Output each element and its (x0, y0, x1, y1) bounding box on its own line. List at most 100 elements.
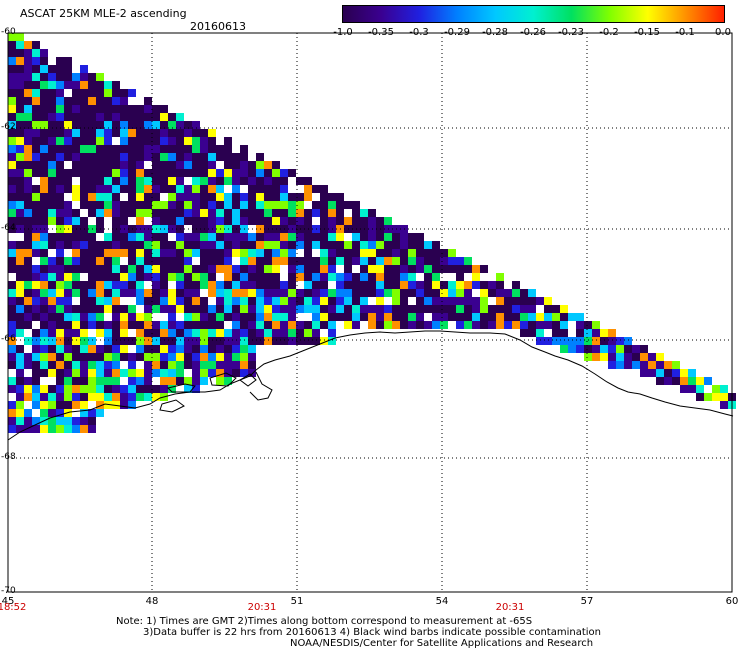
wind-cell (32, 369, 40, 377)
wind-cell (80, 361, 88, 369)
wind-cell (24, 313, 32, 321)
wind-cell (160, 289, 168, 297)
wind-cell (48, 137, 56, 145)
wind-cell (112, 121, 120, 129)
wind-cell (48, 209, 56, 217)
wind-cell (40, 121, 48, 129)
wind-cell (248, 233, 256, 241)
wind-cell (184, 273, 192, 281)
wind-cell (72, 185, 80, 193)
wind-cell (40, 297, 48, 305)
wind-cell (80, 401, 88, 409)
wind-cell (536, 337, 544, 345)
time-label-mid: 20:31 (247, 602, 277, 613)
wind-cell (120, 217, 128, 225)
wind-cell (256, 153, 264, 161)
wind-cell (264, 217, 272, 225)
wind-cell (416, 305, 424, 313)
wind-cell (352, 209, 360, 217)
wind-cell (104, 369, 112, 377)
wind-cell (184, 289, 192, 297)
wind-cell (16, 361, 24, 369)
wind-cell (80, 409, 88, 417)
wind-cell (344, 321, 352, 329)
wind-cell (88, 409, 96, 417)
wind-cell (16, 65, 24, 73)
wind-cell (288, 289, 296, 297)
wind-cell (24, 361, 32, 369)
wind-cell (136, 281, 144, 289)
wind-cell (48, 401, 56, 409)
wind-cell (216, 353, 224, 361)
wind-cell (688, 385, 696, 393)
wind-cell (312, 313, 320, 321)
wind-cell (192, 369, 200, 377)
wind-cell (576, 313, 584, 321)
wind-cell (400, 297, 408, 305)
wind-cell (16, 49, 24, 57)
wind-cell (88, 97, 96, 105)
wind-cell (40, 145, 48, 153)
wind-cell (32, 289, 40, 297)
wind-cell (160, 265, 168, 273)
wind-cell (176, 137, 184, 145)
wind-cell (328, 233, 336, 241)
wind-cell (168, 361, 176, 369)
wind-cell (96, 313, 104, 321)
wind-cell (72, 121, 80, 129)
wind-cell (384, 305, 392, 313)
wind-cell (32, 105, 40, 113)
wind-cell (56, 393, 64, 401)
wind-cell (64, 81, 72, 89)
wind-cell (104, 233, 112, 241)
wind-cell (632, 361, 640, 369)
wind-cell (320, 289, 328, 297)
wind-cell (32, 73, 40, 81)
wind-cell (360, 305, 368, 313)
wind-cell (120, 321, 128, 329)
wind-cell (128, 289, 136, 297)
wind-cell (40, 97, 48, 105)
wind-cell (504, 313, 512, 321)
wind-cell (48, 289, 56, 297)
wind-cell (88, 193, 96, 201)
wind-cell (40, 353, 48, 361)
wind-cell (8, 297, 16, 305)
wind-cell (40, 177, 48, 185)
wind-cell (120, 393, 128, 401)
wind-cell (144, 329, 152, 337)
wind-cell (120, 185, 128, 193)
wind-cell (32, 401, 40, 409)
wind-cell (88, 393, 96, 401)
wind-cell (112, 241, 120, 249)
wind-cell (408, 257, 416, 265)
wind-cell (120, 353, 128, 361)
wind-cell (128, 185, 136, 193)
wind-cell (304, 273, 312, 281)
wind-cell (88, 161, 96, 169)
wind-cell (232, 337, 240, 345)
wind-cell (80, 377, 88, 385)
wind-cell (32, 353, 40, 361)
wind-cell (72, 329, 80, 337)
wind-cell (72, 377, 80, 385)
wind-cell (88, 137, 96, 145)
wind-cell (240, 305, 248, 313)
wind-cell (48, 73, 56, 81)
wind-cell (336, 217, 344, 225)
wind-cell (384, 281, 392, 289)
wind-cell (32, 89, 40, 97)
wind-cell (96, 369, 104, 377)
wind-cell (64, 257, 72, 265)
wind-cell (224, 337, 232, 345)
wind-cell (200, 193, 208, 201)
wind-cell (136, 297, 144, 305)
wind-cell (208, 305, 216, 313)
wind-cell (192, 305, 200, 313)
wind-cell (560, 337, 568, 345)
wind-cell (384, 249, 392, 257)
wind-cell (368, 249, 376, 257)
wind-cell (104, 353, 112, 361)
wind-cell (168, 265, 176, 273)
wind-cell (248, 337, 256, 345)
